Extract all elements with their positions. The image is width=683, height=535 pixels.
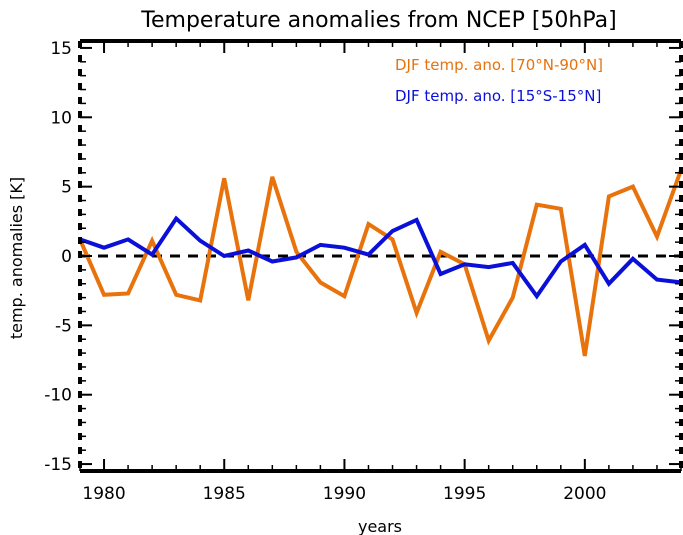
y-tick-label: 10 <box>50 108 72 128</box>
y-axis-label: temp. anomalies [K] <box>7 177 26 339</box>
series-line-tropics <box>79 215 682 300</box>
y-tick-label: 15 <box>50 39 72 59</box>
axis-ticks <box>79 41 682 471</box>
y-tick-label: -5 <box>55 316 72 336</box>
x-axis-label: years <box>358 517 402 535</box>
x-tick-label: 1980 <box>82 484 125 504</box>
x-tick-label: 2000 <box>563 484 606 504</box>
y-tick-label: -15 <box>44 455 72 475</box>
legend: DJF temp. ano. [70°N-90°N] DJF temp. ano… <box>395 56 603 105</box>
series-line-arctic <box>78 169 683 357</box>
legend-entry-arctic: DJF temp. ano. [70°N-90°N] <box>395 56 603 74</box>
y-tick-label: -10 <box>44 386 72 406</box>
x-tick-label: 1985 <box>203 484 246 504</box>
y-tick-label: 0 <box>61 247 72 267</box>
x-tick-label: 1990 <box>323 484 366 504</box>
x-tick-label: 1995 <box>443 484 486 504</box>
tick-labels: 1980 1985 1990 1995 2000 -15 -10 -5 0 5 10 15 <box>44 39 606 504</box>
chart-title: Temperature anomalies from NCEP [50hPa] <box>140 8 616 33</box>
plot-area <box>78 169 683 357</box>
y-tick-label: 5 <box>61 178 72 198</box>
legend-entry-tropics: DJF temp. ano. [15°S-15°N] <box>395 87 601 105</box>
series-layer <box>78 169 683 357</box>
